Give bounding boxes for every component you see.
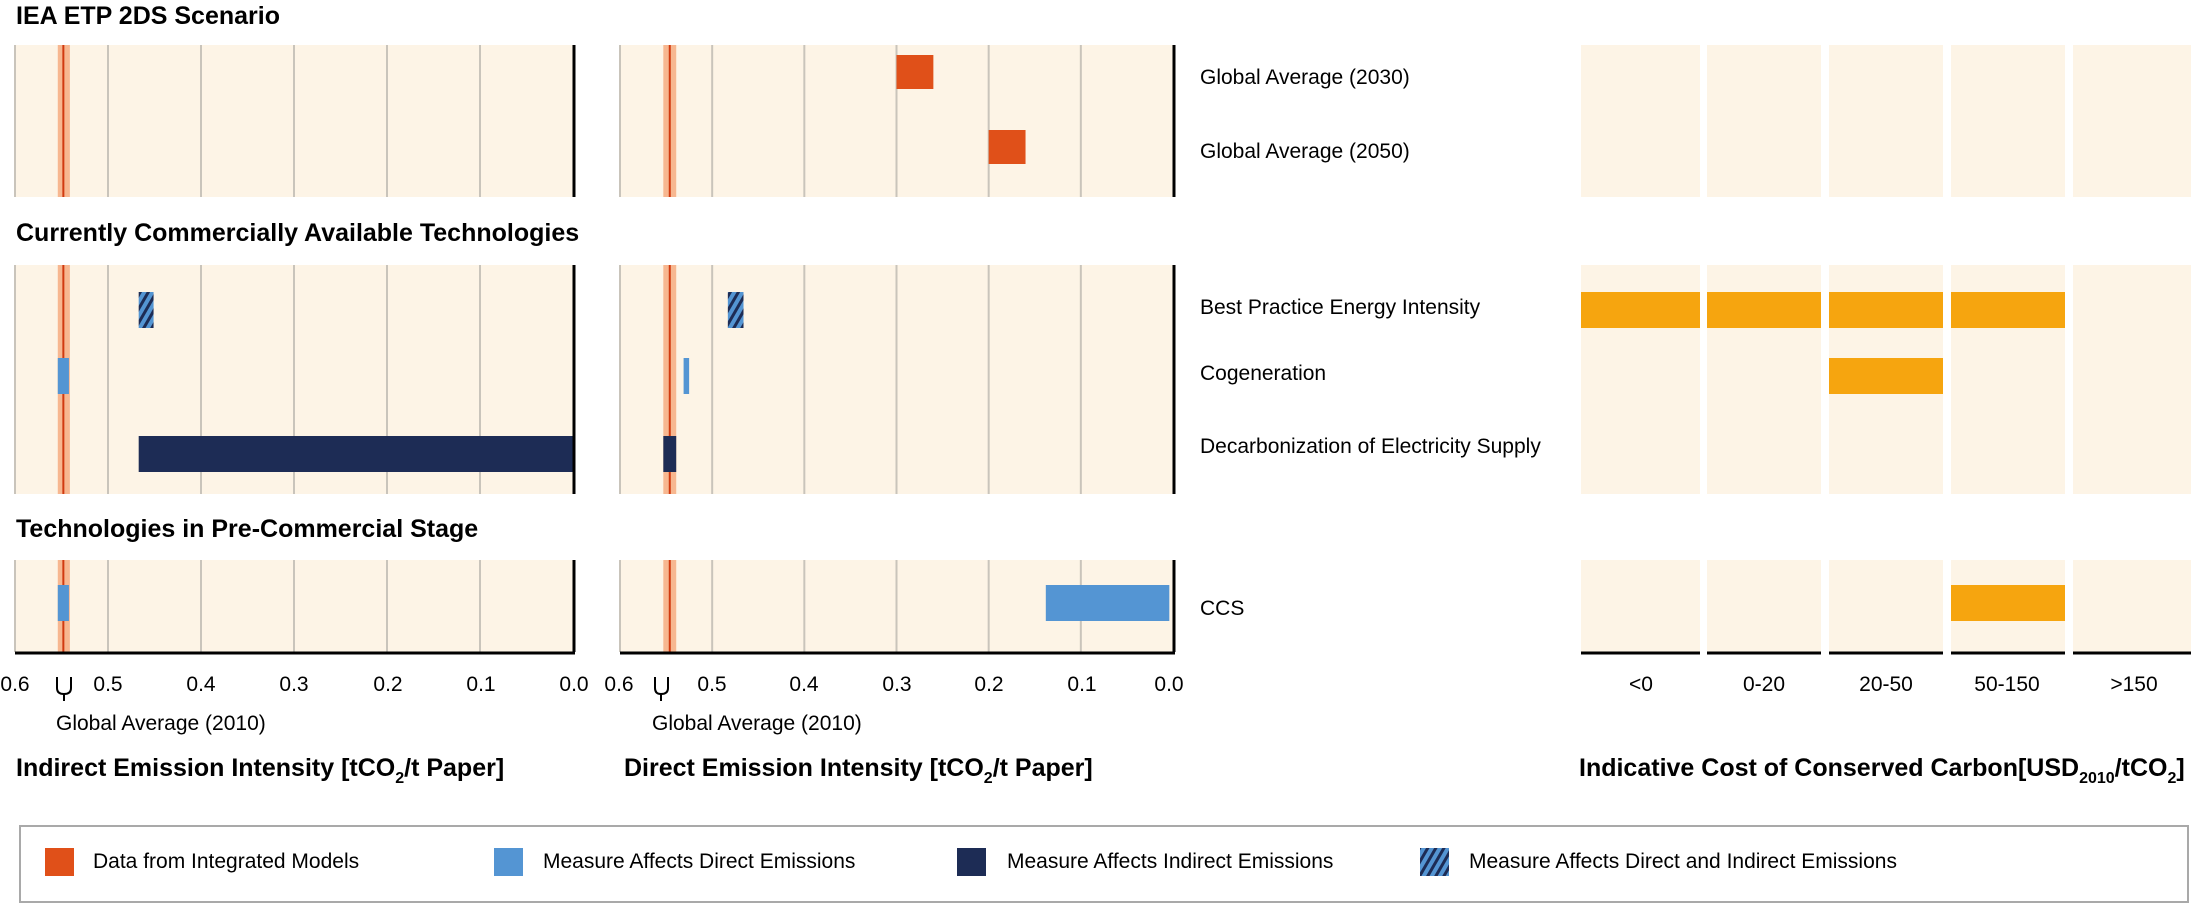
panel-title-commercial: Currently Commercially Available Technol… (16, 219, 579, 247)
legend-frame (19, 825, 2189, 903)
tick-label: 0.0 (559, 673, 588, 696)
legend-swatch-direct (494, 848, 523, 876)
x-axis-title-cost: Indicative Cost of Conserved Carbon[USD2… (1579, 754, 2185, 787)
cost-bar (1829, 358, 1943, 394)
tick-label: 0.1 (1067, 673, 1096, 696)
cost-cell (1707, 45, 1821, 197)
bar-models (988, 130, 1026, 164)
cost-category-label: <0 (1629, 673, 1653, 696)
axes (15, 45, 2191, 655)
legend-swatch-models (45, 848, 74, 876)
tick-label: 0.4 (186, 673, 216, 696)
legend-swatch-hatched (1420, 848, 1449, 876)
row-label-decarbonization: Decarbonization of Electricity Supply (1200, 435, 1541, 458)
cost-cell (1581, 45, 1700, 197)
plot-backgrounds (15, 45, 2191, 652)
cost-cell (2073, 45, 2191, 197)
cost-cell (1951, 45, 2065, 197)
tick-label: 0.1 (466, 673, 495, 696)
tick-label: 0.2 (373, 673, 402, 696)
x-axis-title-direct: Direct Emission Intensity [tCO2/t Paper] (624, 754, 1093, 787)
legend: Data from Integrated Models Measure Affe… (19, 825, 2189, 903)
cost-bar (1829, 292, 1943, 328)
panel-title-scenario: IEA ETP 2DS Scenario (16, 2, 280, 30)
bar-models (896, 55, 934, 89)
tick-label: 0.3 (882, 673, 911, 696)
bar-direct (1045, 585, 1170, 621)
cost-bar (1951, 585, 2065, 621)
row-label-cogeneration: Cogeneration (1200, 362, 1326, 385)
bar-direct (57, 358, 69, 394)
legend-label-hatched: Measure Affects Direct and Indirect Emis… (1469, 850, 1897, 873)
row-label-best-practice: Best Practice Energy Intensity (1200, 296, 1481, 319)
reference-label-direct: Global Average (2010) (652, 712, 862, 735)
cost-category-label: 0-20 (1743, 673, 1785, 696)
bar-indirect (138, 436, 573, 472)
cost-bar (1707, 292, 1821, 328)
x-axis-title-indirect: Indirect Emission Intensity [tCO2/t Pape… (16, 754, 504, 787)
ticks-direct: 0.6 0.5 0.4 0.3 0.2 0.1 0.0 (604, 673, 1183, 696)
tick-label: 0.2 (974, 673, 1003, 696)
cost-cell (1829, 560, 1943, 652)
tick-label: 0.0 (1154, 673, 1183, 696)
tick-label: 0.4 (789, 673, 819, 696)
tick-label: 0.6 (604, 673, 633, 696)
cost-category-label: 20-50 (1859, 673, 1913, 696)
bar-hatched (138, 292, 154, 328)
data-bars (57, 45, 2065, 652)
row-label-ccs: CCS (1200, 597, 1244, 620)
cost-cell (1829, 45, 1943, 197)
cost-cell (2073, 560, 2191, 652)
cost-cell (1707, 560, 1821, 652)
legend-label-indirect: Measure Affects Indirect Emissions (1007, 850, 1333, 873)
cost-category-label: >150 (2110, 673, 2157, 696)
bar-direct (683, 358, 690, 394)
cost-category-label: 50-150 (1974, 673, 2039, 696)
row-label-global-average-2030: Global Average (2030) (1200, 66, 1410, 89)
tick-label: 0.5 (93, 673, 122, 696)
row-label-global-average-2050: Global Average (2050) (1200, 140, 1410, 163)
tick-label: 0.6 (0, 673, 29, 696)
tick-label: 0.5 (697, 673, 726, 696)
bar-hatched (727, 292, 744, 328)
reference-marker-indirect: Global Average (2010) (56, 677, 266, 735)
reference-label-indirect: Global Average (2010) (56, 712, 266, 735)
reference-marker-direct: Global Average (2010) (652, 677, 862, 735)
cost-tick-labels: <0 0-20 20-50 50-150 >150 (1629, 673, 2158, 696)
legend-label-models: Data from Integrated Models (93, 850, 359, 873)
cost-cell (2073, 265, 2191, 494)
cost-bar (1951, 292, 2065, 328)
bar-direct (57, 585, 69, 621)
legend-swatch-indirect (957, 848, 986, 876)
cost-cell (1581, 560, 1700, 652)
tick-label: 0.3 (279, 673, 308, 696)
cost-bar (1581, 292, 1700, 328)
ticks-indirect: 0.6 0.5 0.4 0.3 0.2 0.1 0.0 (0, 673, 588, 696)
legend-label-direct: Measure Affects Direct Emissions (543, 850, 855, 873)
panel-title-precommercial: Technologies in Pre-Commercial Stage (16, 515, 478, 543)
bar-indirect (663, 436, 677, 472)
